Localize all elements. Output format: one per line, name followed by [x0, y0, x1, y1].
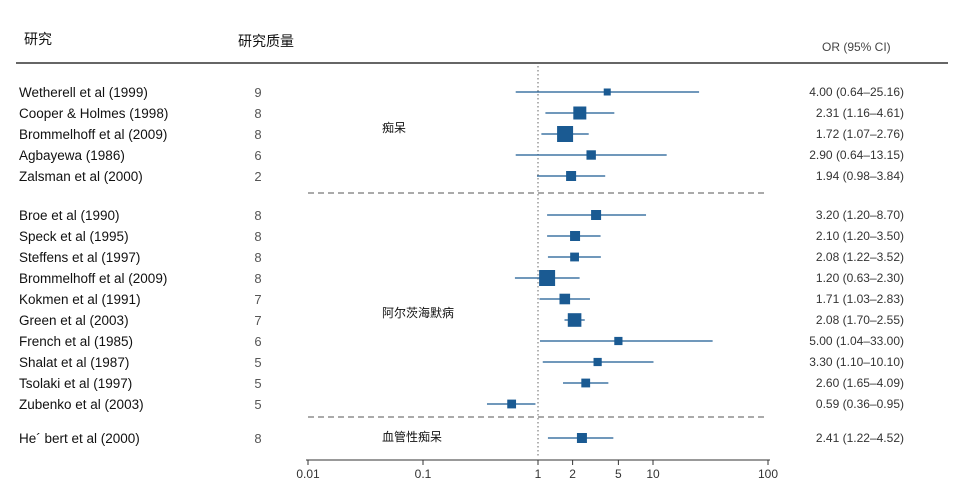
study-name: Agbayewa (1986) [19, 148, 125, 163]
study-name: Zalsman et al (2000) [19, 169, 143, 184]
or-marker [581, 378, 591, 388]
or-marker [539, 270, 556, 286]
or-ci-value: 2.90 (0.64–13.15) [809, 148, 904, 162]
study-name: Steffens et al (1997) [19, 250, 140, 265]
x-tick-label: 2 [569, 467, 576, 481]
or-ci-value: 0.59 (0.36–0.95) [816, 397, 904, 411]
or-marker [591, 210, 602, 220]
or-ci-value: 4.00 (0.64–25.16) [809, 85, 904, 99]
study-row: Zubenko et al (2003) 5 0.59 (0.36–0.95) [19, 397, 904, 412]
x-tick-label: 100 [758, 467, 778, 481]
or-ci-value: 1.94 (0.98–3.84) [816, 169, 904, 183]
quality-score: 2 [254, 169, 261, 184]
study-row: Zalsman et al (2000) 2 1.94 (0.98–3.84) [19, 169, 904, 184]
study-row: Agbayewa (1986) 6 2.90 (0.64–13.15) [19, 148, 904, 163]
study-name: Shalat et al (1987) [19, 355, 129, 370]
group-label-vascular: 血管性痴呆 [382, 429, 442, 444]
study-row: Shalat et al (1987) 5 3.30 (1.10–10.10) [19, 355, 904, 370]
or-marker [614, 336, 623, 346]
quality-score: 8 [254, 127, 261, 142]
group-label-dementia: 痴呆 [382, 120, 406, 135]
study-row: Green et al (2003) 7 2.08 (1.70–2.55) [19, 313, 904, 328]
study-row: Tsolaki et al (1997) 5 2.60 (1.65–4.09) [19, 376, 904, 391]
or-marker [593, 357, 602, 367]
or-marker [566, 171, 577, 181]
or-ci-value: 2.08 (1.70–2.55) [816, 313, 904, 327]
quality-score: 8 [254, 250, 261, 265]
or-ci-value: 2.10 (1.20–3.50) [816, 229, 904, 243]
study-name: Speck et al (1995) [19, 229, 129, 244]
or-ci-value: 3.30 (1.10–10.10) [809, 355, 904, 369]
or-ci-value: 2.60 (1.65–4.09) [816, 376, 904, 390]
or-ci-value: 2.31 (1.16–4.61) [816, 106, 904, 120]
quality-score: 6 [254, 148, 261, 163]
x-tick-label: 5 [615, 467, 622, 481]
quality-score: 7 [254, 292, 261, 307]
quality-score: 5 [254, 397, 261, 412]
study-row: Wetherell et al (1999) 9 4.00 (0.64–25.16) [19, 85, 904, 100]
study-name: Kokmen et al (1991) [19, 292, 141, 307]
or-marker [576, 433, 587, 443]
group-label-alzheimers: 阿尔茨海默病 [382, 305, 454, 320]
quality-score: 5 [254, 355, 261, 370]
study-name: French et al (1985) [19, 334, 133, 349]
or-marker [567, 313, 582, 327]
quality-score: 8 [254, 208, 261, 223]
x-tick-label: 0.01 [296, 467, 320, 481]
quality-column-header: 研究质量 [238, 34, 294, 50]
study-row: Brommelhoff et al (2009) 8 1.20 (0.63–2.30… [19, 270, 904, 286]
study-row: Kokmen et al (1991) 7 1.71 (1.03–2.83) [19, 292, 904, 307]
or-ci-value: 3.20 (1.20–8.70) [816, 208, 904, 222]
or-ci-value: 1.20 (0.63–2.30) [816, 271, 904, 285]
study-row: French et al (1985) 6 5.00 (1.04–33.00) [19, 334, 904, 349]
x-tick-label: 1 [535, 467, 542, 481]
or-marker [573, 106, 587, 120]
study-name: Wetherell et al (1999) [19, 85, 148, 100]
quality-score: 6 [254, 334, 261, 349]
study-row: He´ bert et al (2000) 8 2.41 (1.22–4.52) [19, 431, 904, 446]
study-row: Broe et al (1990) 8 3.20 (1.20–8.70) [19, 208, 904, 223]
study-row: Steffens et al (1997) 8 2.08 (1.22–3.52) [19, 250, 904, 265]
study-name: Zubenko et al (2003) [19, 397, 144, 412]
quality-score: 5 [254, 376, 261, 391]
x-tick-label: 10 [646, 467, 660, 481]
or-marker [570, 231, 581, 241]
study-name: He´ bert et al (2000) [19, 431, 140, 446]
or-ci-value: 2.08 (1.22–3.52) [816, 250, 904, 264]
quality-score: 7 [254, 313, 261, 328]
quality-score: 8 [254, 431, 261, 446]
study-name: Green et al (2003) [19, 313, 129, 328]
or-marker [557, 126, 574, 142]
or-marker [586, 150, 596, 160]
quality-score: 8 [254, 106, 261, 121]
or-marker [603, 88, 611, 96]
or-ci-value: 1.71 (1.03–2.83) [816, 292, 904, 306]
or-marker [507, 399, 517, 409]
study-name: Tsolaki et al (1997) [19, 376, 132, 391]
study-row: Speck et al (1995) 8 2.10 (1.20–3.50) [19, 229, 904, 244]
quality-score: 8 [254, 271, 261, 286]
or-ci-value: 2.41 (1.22–4.52) [816, 431, 904, 445]
study-name: Brommelhoff et al (2009) [19, 127, 167, 142]
or-ci-value: 5.00 (1.04–33.00) [809, 334, 904, 348]
study-name: Broe et al (1990) [19, 208, 120, 223]
study-name: Brommelhoff et al (2009) [19, 271, 167, 286]
x-tick-label: 0.1 [415, 467, 432, 481]
study-column-header: 研究 [24, 32, 52, 48]
study-row: Brommelhoff et al (2009) 8 1.72 (1.07–2.76… [19, 126, 904, 142]
study-name: Cooper & Holmes (1998) [19, 106, 168, 121]
quality-score: 8 [254, 229, 261, 244]
study-row: Cooper & Holmes (1998) 8 2.31 (1.16–4.61) [19, 106, 904, 121]
or-ci-value: 1.72 (1.07–2.76) [816, 127, 904, 141]
or-marker [559, 293, 571, 305]
or-column-header: OR (95% CI) [822, 40, 891, 54]
or-marker [570, 252, 579, 262]
quality-score: 9 [254, 85, 261, 100]
